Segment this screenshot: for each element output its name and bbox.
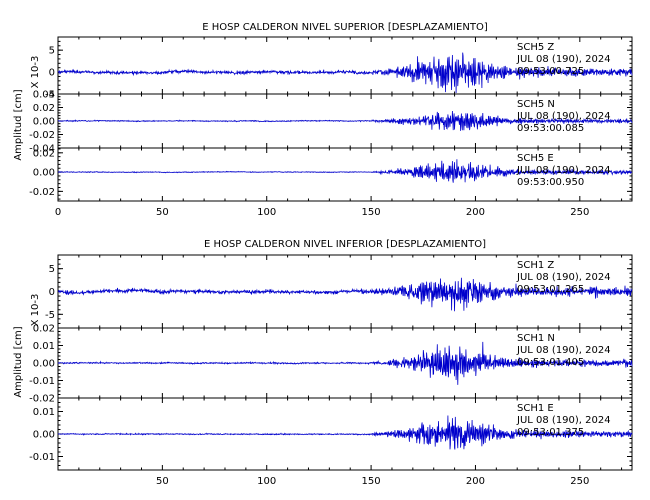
y-tick-label: 0.00 bbox=[33, 117, 55, 128]
date-label: JUL 08 (190), 2024 bbox=[516, 272, 611, 283]
y-tick-label: 0 bbox=[49, 287, 55, 298]
waveform-trace bbox=[57, 110, 633, 131]
scale-factor-label: X 10-3 bbox=[30, 56, 41, 89]
time-label: 09:53:01.265 bbox=[517, 284, 584, 295]
station-label: SCH1 E bbox=[517, 403, 554, 414]
time-label: 09:53:01.405 bbox=[517, 357, 584, 368]
y-tick-label: 0 bbox=[49, 68, 55, 79]
x-tick-label: 50 bbox=[156, 476, 169, 487]
x-tick-label: 100 bbox=[257, 476, 276, 487]
y-tick-label: -0.01 bbox=[29, 452, 55, 463]
y-tick-label: -0.02 bbox=[29, 130, 55, 141]
x-tick-label: 150 bbox=[362, 476, 381, 487]
y-tick-label: 0.02 bbox=[33, 148, 55, 159]
y-tick-label: -0.02 bbox=[29, 394, 55, 405]
y-tick-label: -5 bbox=[45, 310, 55, 321]
waveform-trace bbox=[58, 159, 633, 183]
scale-factor-label: X 10-3 bbox=[30, 294, 41, 327]
y-tick-label: 0.01 bbox=[33, 341, 55, 352]
y-tick-label: 0.02 bbox=[33, 324, 55, 335]
y-tick-label: -0.02 bbox=[29, 187, 55, 198]
x-tick-label: 200 bbox=[466, 207, 485, 218]
y-tick-label: 0.00 bbox=[33, 430, 55, 441]
y-tick-label: 0.01 bbox=[33, 407, 55, 418]
y-axis-label: Amplitud [cm] bbox=[13, 326, 24, 397]
waveform-trace bbox=[57, 341, 633, 385]
time-label: 09:53:00.950 bbox=[517, 177, 584, 188]
x-tick-label: 250 bbox=[570, 476, 589, 487]
chart-title: E HOSP CALDERON NIVEL INFERIOR [DESPLAZA… bbox=[204, 239, 486, 250]
y-tick-label: 0.00 bbox=[33, 168, 55, 179]
waveform-trace bbox=[57, 52, 633, 94]
panel-frame bbox=[57, 147, 633, 202]
time-label: 09:53:00.725 bbox=[517, 66, 584, 77]
x-tick-label: 50 bbox=[156, 207, 169, 218]
date-label: JUL 08 (190), 2024 bbox=[516, 111, 611, 122]
waveform-trace bbox=[57, 415, 633, 450]
time-label: 09:53:01.375 bbox=[517, 427, 584, 438]
y-axis-label: Amplitud [cm] bbox=[13, 89, 24, 160]
x-tick-label: 100 bbox=[257, 207, 276, 218]
date-label: JUL 08 (190), 2024 bbox=[516, 345, 611, 356]
time-label: 09:53:00.085 bbox=[517, 123, 584, 134]
chart-title: E HOSP CALDERON NIVEL SUPERIOR [DESPLAZA… bbox=[202, 22, 488, 33]
station-label: SCH5 N bbox=[517, 99, 555, 110]
y-tick-label: 5 bbox=[49, 46, 55, 57]
station-label: SCH1 N bbox=[517, 333, 555, 344]
waveform-trace bbox=[57, 277, 633, 312]
station-label: SCH5 Z bbox=[517, 42, 554, 53]
y-tick-label: 0.04 bbox=[33, 90, 55, 101]
x-tick-label: 250 bbox=[570, 207, 589, 218]
station-label: SCH1 Z bbox=[517, 260, 554, 271]
y-tick-label: -0.01 bbox=[29, 376, 55, 387]
x-tick-label: 0 bbox=[55, 207, 61, 218]
y-tick-label: -0.04 bbox=[29, 144, 55, 155]
date-label: JUL 08 (190), 2024 bbox=[516, 54, 611, 65]
station-label: SCH5 E bbox=[517, 153, 554, 164]
x-tick-label: 150 bbox=[362, 207, 381, 218]
y-tick-label: 0.02 bbox=[33, 103, 55, 114]
y-tick-label: -5 bbox=[45, 90, 55, 101]
date-label: JUL 08 (190), 2024 bbox=[516, 415, 611, 426]
date-label: JUL 08 (190), 2024 bbox=[516, 165, 611, 176]
y-tick-label: 0.00 bbox=[33, 359, 55, 370]
x-tick-label: 200 bbox=[466, 476, 485, 487]
y-tick-label: 5 bbox=[49, 264, 55, 275]
